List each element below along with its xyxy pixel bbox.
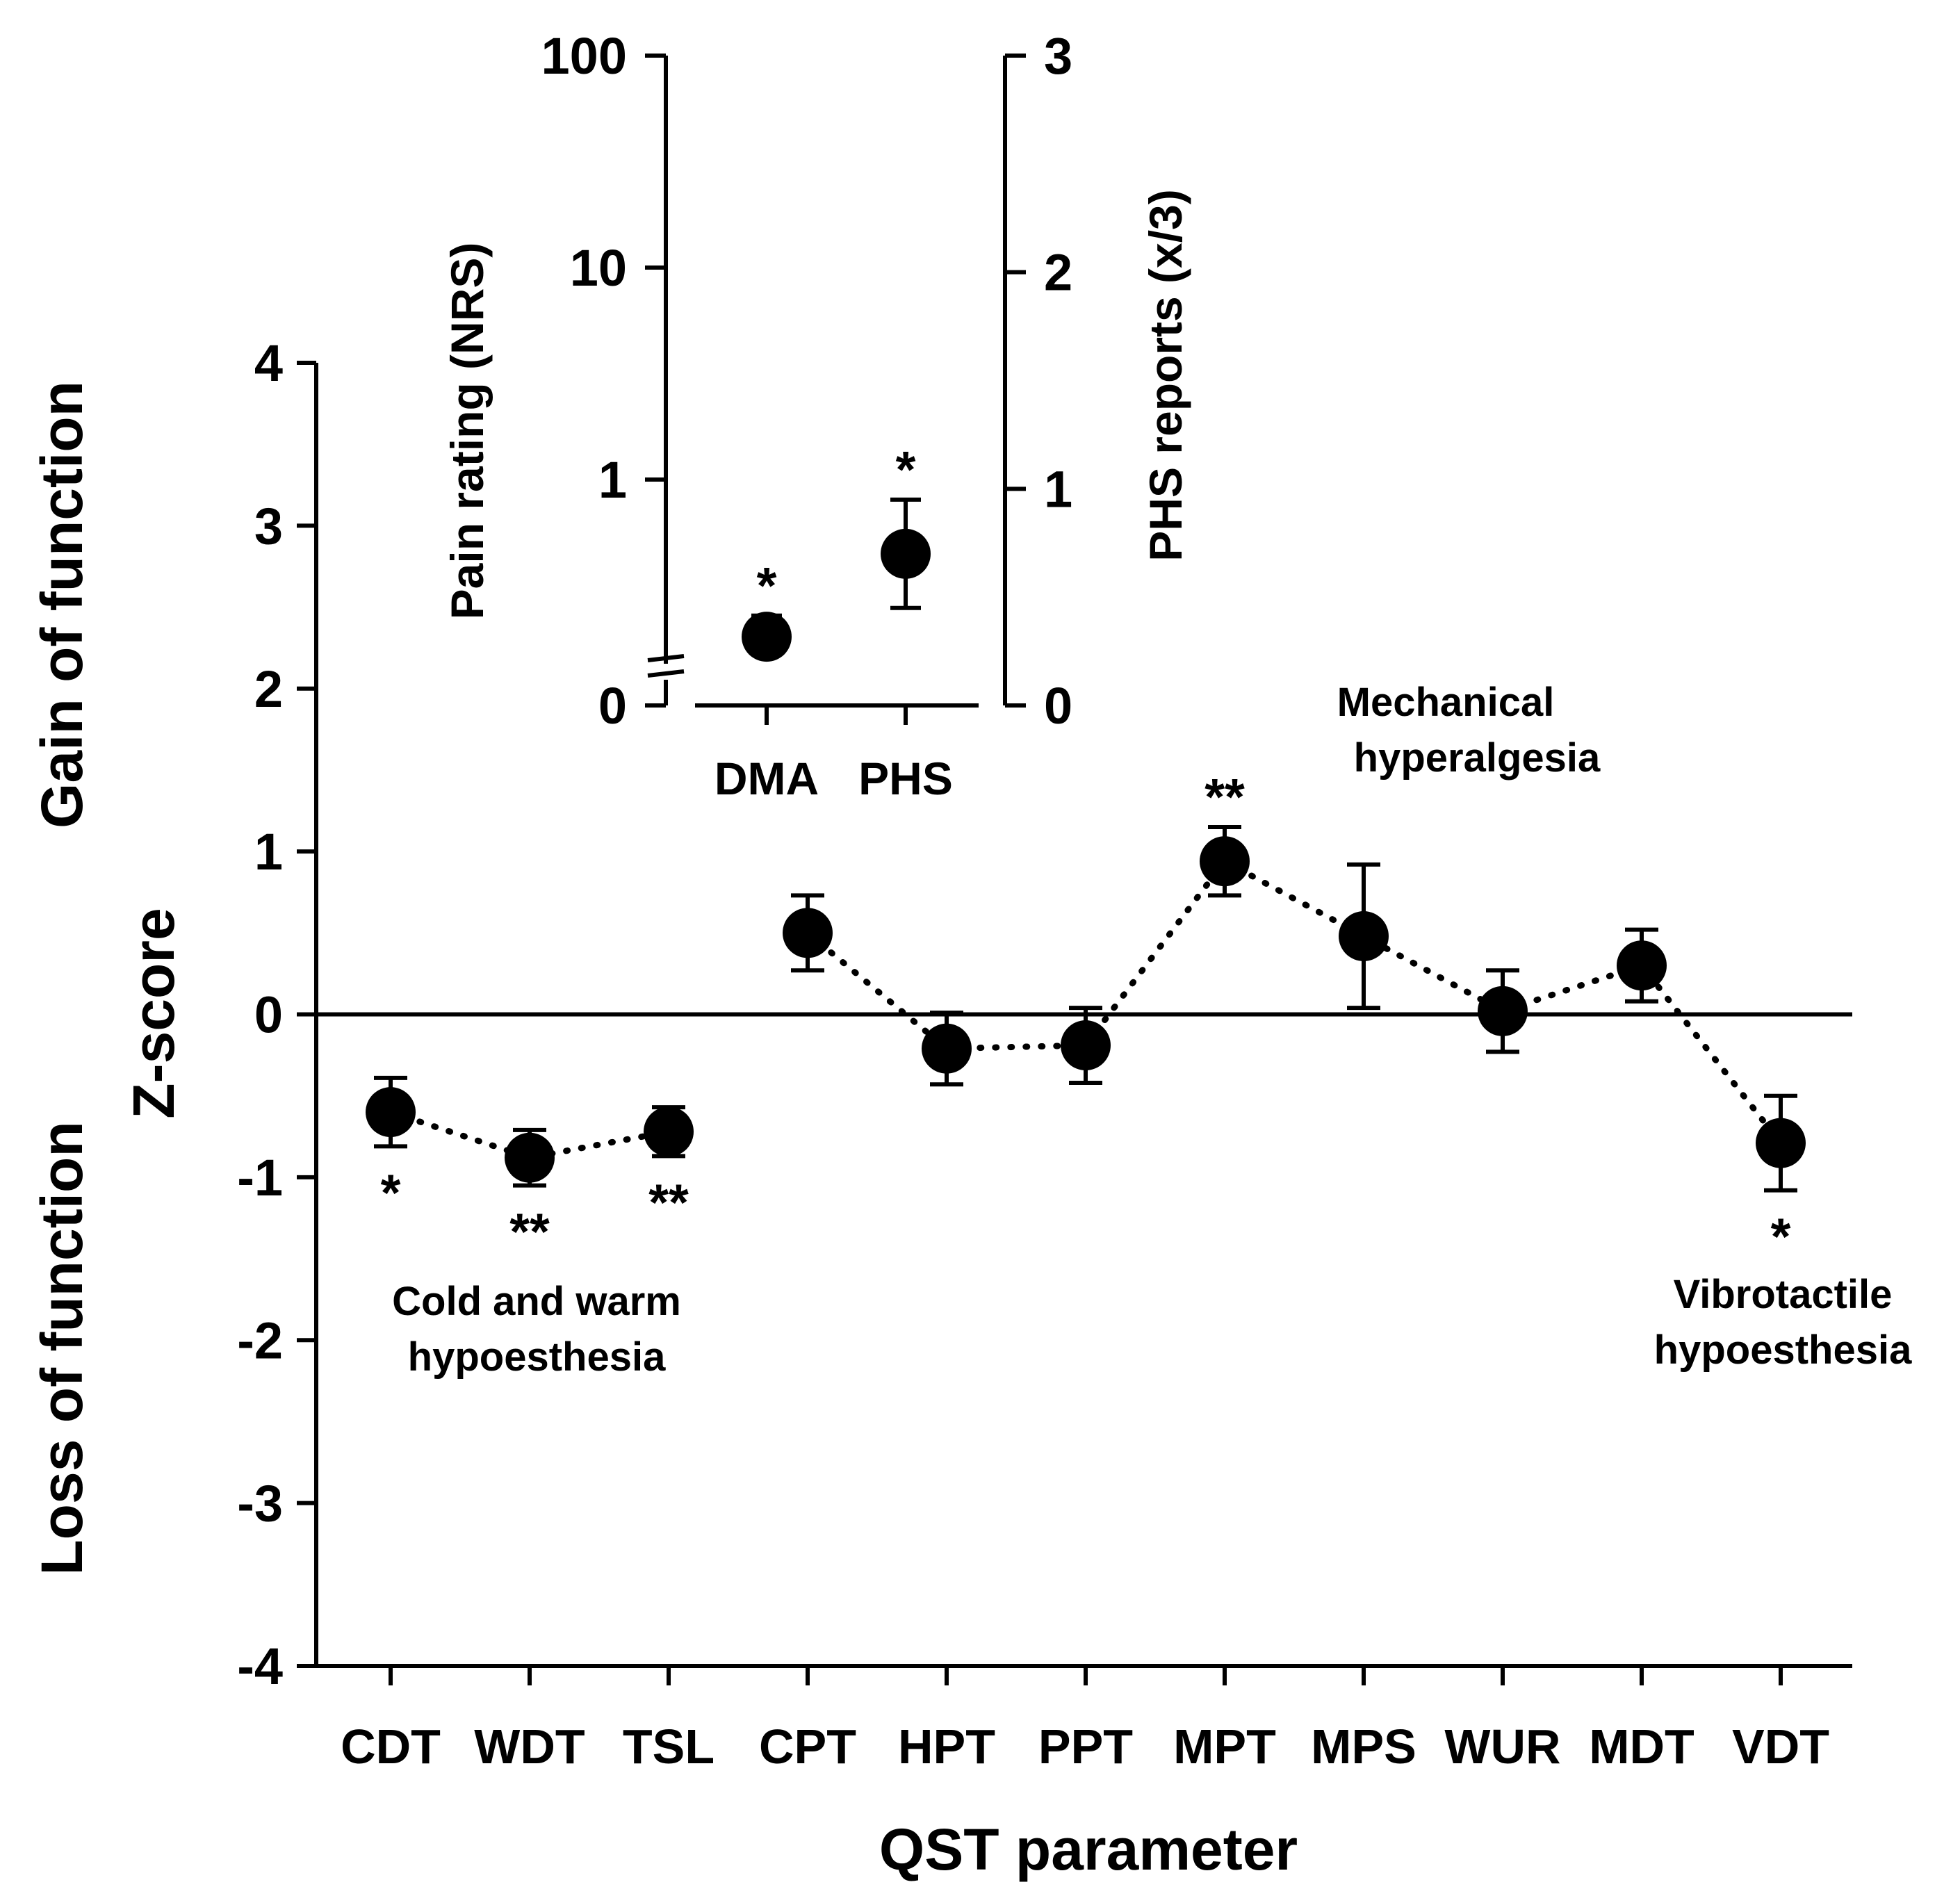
x-axis-title: QST parameter	[879, 1817, 1298, 1882]
inset-point-phs	[881, 528, 931, 579]
y-tick-label: -3	[237, 1475, 283, 1533]
annotation-vibrotactile-line1: Vibrotactile	[1674, 1272, 1893, 1317]
x-tick-label-mpt: MPT	[1173, 1719, 1276, 1774]
x-tick-label-wdt: WDT	[474, 1719, 585, 1774]
inset-axes	[647, 56, 1007, 708]
x-tick-label-ppt: PPT	[1038, 1719, 1133, 1774]
connector-lines	[387, 857, 1784, 1161]
significance-star: **	[1204, 768, 1245, 826]
data-point-mdt	[1617, 940, 1667, 991]
inset-left-tick-label: 10	[570, 239, 627, 297]
data-point-wur	[1478, 986, 1528, 1036]
inset-x-tick-label-dma: DMA	[714, 753, 819, 804]
y-tick-label: -4	[237, 1637, 283, 1695]
inset-left-tick-label: 0	[598, 677, 627, 735]
y-axis-ticks: 4 3 2 1 0 -1 -2 -3 -4	[237, 334, 316, 1695]
data-point-hpt	[922, 1023, 972, 1074]
x-tick-label-cpt: CPT	[759, 1719, 856, 1774]
y-tick-label: 4	[254, 334, 283, 392]
inset-significance-star: *	[896, 441, 916, 498]
significance-star: **	[648, 1173, 689, 1231]
inset-point-dma	[742, 612, 792, 662]
inset-left-axis-title: Pain rating (NRS)	[441, 243, 493, 620]
inset-left-tick-label: 1	[598, 451, 627, 509]
annotation-mechanical-line2: hyperalgesia	[1354, 735, 1601, 781]
connector-line	[387, 1109, 672, 1161]
y-axis-loss-label: Loss of function	[29, 1121, 95, 1575]
data-point-cdt	[366, 1087, 416, 1138]
data-point-wdt	[505, 1132, 555, 1183]
inset-right-axis-title: PHS reports (x/3)	[1140, 189, 1191, 561]
inset-significance-star: *	[757, 557, 777, 614]
x-axis-ticks: CDT WDT TSL CPT HPT PPT MPT MPS WUR MDT VDT	[341, 1666, 1829, 1774]
y-axis-gain-label: Gain of function	[29, 381, 95, 828]
significance-markers: ********	[381, 768, 1791, 1266]
inset-axis-break	[647, 669, 685, 678]
x-tick-label-mps: MPS	[1311, 1719, 1416, 1774]
inset-points: **	[742, 441, 931, 662]
inset-right-tick-label: 2	[1044, 244, 1072, 302]
y-tick-label: 0	[254, 986, 283, 1044]
y-tick-label: 3	[254, 497, 283, 555]
inset-left-tick-label: 100	[541, 27, 627, 85]
data-point-tsl	[644, 1106, 694, 1157]
connector-line	[804, 857, 1784, 1147]
annotation-cold-warm-line2: hypoesthesia	[408, 1334, 666, 1380]
inset-axis-break	[647, 654, 685, 662]
x-tick-label-cdt: CDT	[341, 1719, 441, 1774]
y-tick-label: -1	[237, 1149, 283, 1207]
data-point-vdt	[1756, 1118, 1806, 1168]
significance-star: *	[381, 1163, 401, 1221]
x-tick-label-hpt: HPT	[898, 1719, 995, 1774]
x-tick-label-wur: WUR	[1444, 1719, 1560, 1774]
x-tick-label-vdt: VDT	[1732, 1719, 1829, 1774]
data-points	[366, 824, 1806, 1193]
inset-right-tick-label: 3	[1044, 27, 1072, 85]
inset-right-tick-label: 0	[1044, 677, 1072, 735]
y-tick-label: 1	[254, 823, 283, 881]
inset-right-tick-label: 1	[1044, 460, 1072, 518]
data-point-mpt	[1200, 836, 1250, 887]
y-axis-title: Z-score	[121, 908, 186, 1118]
y-tick-label: 2	[254, 660, 283, 718]
data-point-ppt	[1061, 1020, 1111, 1071]
data-point-cpt	[783, 908, 833, 958]
significance-star: *	[1771, 1208, 1791, 1266]
x-tick-label-tsl: TSL	[623, 1719, 714, 1774]
annotation-mechanical-line1: Mechanical	[1337, 680, 1555, 725]
annotation-cold-warm-line1: Cold and warm	[392, 1279, 681, 1324]
annotation-vibrotactile-line2: hypoesthesia	[1654, 1327, 1912, 1373]
data-point-mps	[1339, 911, 1389, 961]
inset-x-tick-label-phs: PHS	[858, 753, 953, 804]
significance-star: **	[509, 1203, 550, 1261]
y-tick-label: -2	[237, 1311, 283, 1369]
x-tick-label-mdt: MDT	[1589, 1719, 1694, 1774]
